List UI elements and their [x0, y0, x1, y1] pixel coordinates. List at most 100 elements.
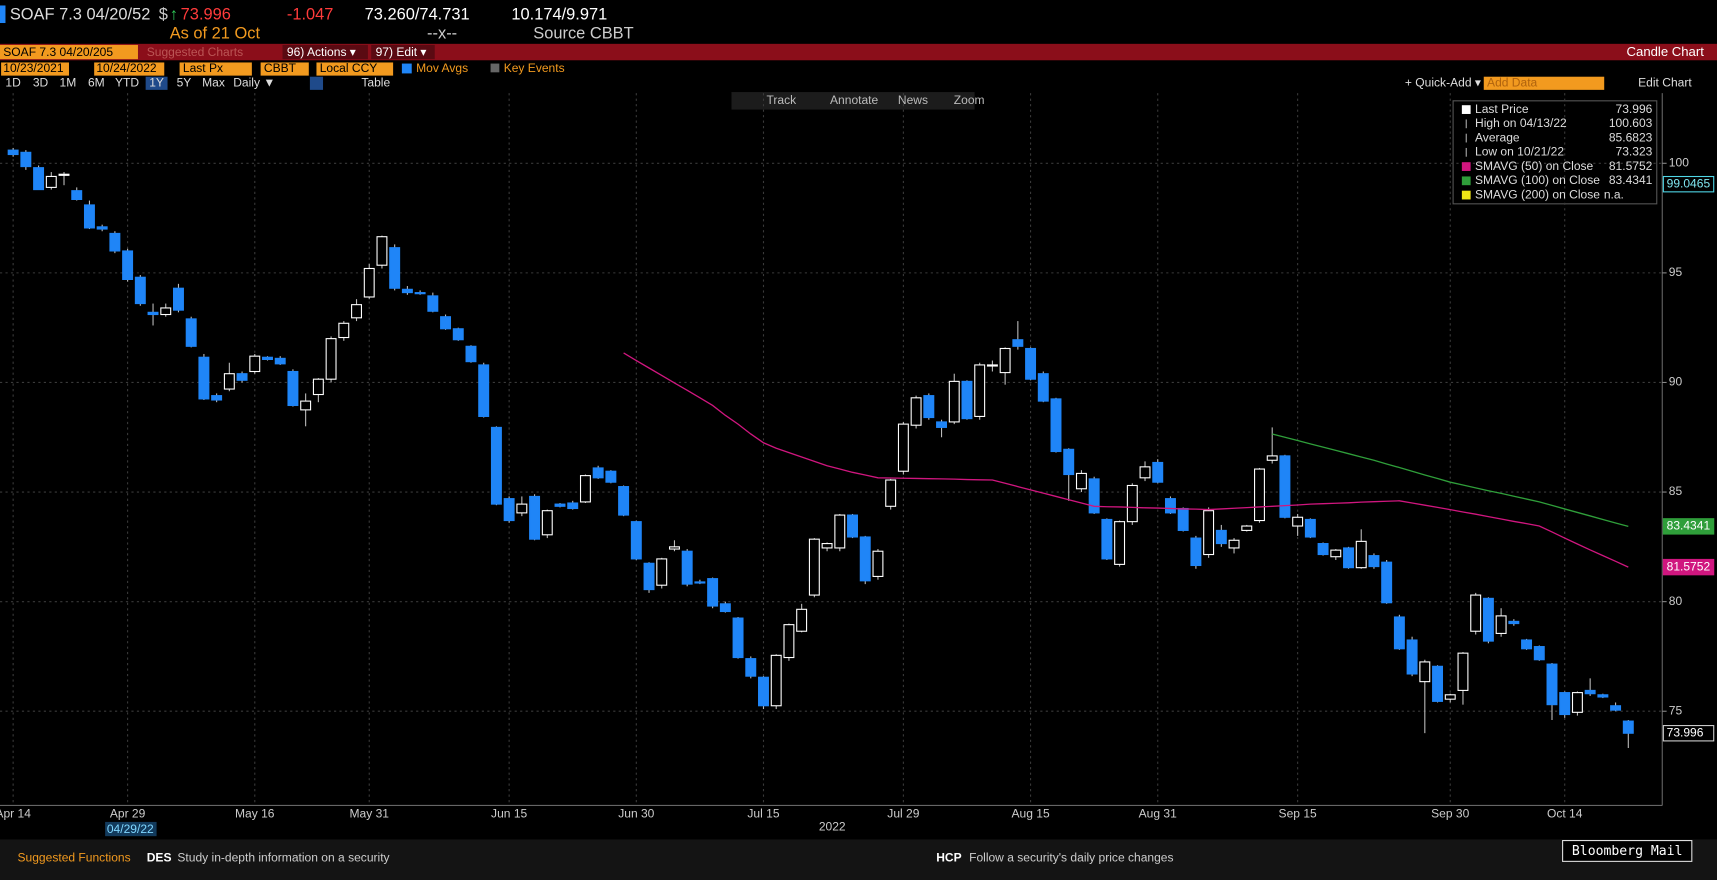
chart-tool[interactable]: Annotate: [830, 93, 879, 107]
field: Last Px: [183, 61, 223, 75]
candle-body: [758, 676, 769, 707]
end-date-input[interactable]: [94, 62, 165, 76]
candle-body: [1075, 472, 1087, 490]
candle-body: [414, 292, 426, 295]
candle-body: [1355, 540, 1367, 569]
x-tick-label: Apr 14: [0, 806, 31, 820]
candle-body: [71, 190, 83, 200]
candle-body: [1432, 665, 1444, 702]
candle-body: [503, 498, 515, 522]
edit-button[interactable]: [371, 44, 435, 60]
table-button[interactable]: Table: [361, 75, 390, 89]
candle-body: [223, 373, 235, 390]
candle-body: [1330, 549, 1342, 558]
legend-label: Low on 10/21/22: [1475, 145, 1564, 159]
candle-body: [1419, 661, 1431, 683]
period-button[interactable]: 1D: [5, 75, 21, 89]
x-tick-label: Jun 30: [618, 806, 654, 820]
x-tick-label: Oct 14: [1547, 806, 1583, 820]
frequency[interactable]: Daily ▼: [233, 75, 275, 89]
candle-body: [376, 236, 388, 266]
mail-button[interactable]: [1562, 839, 1693, 862]
function-code[interactable]: DES: [147, 850, 172, 864]
function-code[interactable]: HCP: [936, 850, 961, 864]
currency-field: Local CCY: [320, 61, 378, 75]
candle-body: [20, 151, 32, 168]
mov-avgs-checkbox[interactable]: [401, 63, 412, 74]
edit-chart[interactable]: Edit Chart: [1638, 75, 1692, 89]
candle-body: [1114, 521, 1126, 565]
candle-body: [1470, 594, 1482, 632]
currency-input[interactable]: [316, 62, 394, 76]
candle-body: [1495, 615, 1507, 634]
actions-button[interactable]: [282, 44, 368, 60]
chart-type: Candle Chart: [1627, 44, 1705, 59]
legend-label: SMAVG (100) on Close: [1475, 173, 1600, 187]
candle-body: [1622, 720, 1634, 734]
field-input[interactable]: [179, 62, 252, 76]
candle-body: [1393, 616, 1405, 650]
chart-tool[interactable]: News: [898, 93, 928, 107]
chart-tool[interactable]: Track: [767, 93, 798, 107]
candle-body: [1343, 547, 1354, 569]
candle-body: [58, 173, 70, 176]
add-data-input[interactable]: [1483, 76, 1605, 90]
x-tick-label: Sep 30: [1431, 806, 1469, 820]
candle-body: [796, 608, 808, 632]
mark: --x--: [427, 24, 457, 42]
start-date-input[interactable]: [1, 62, 69, 76]
candle-body: [236, 373, 248, 381]
x-tick-label: Apr 29: [110, 806, 146, 820]
y-tick-label: 95: [1669, 265, 1683, 279]
legend-label: High on 04/13/22: [1475, 116, 1567, 130]
candle-body: [885, 479, 897, 507]
candle-body: [1584, 689, 1596, 695]
key-events-checkbox[interactable]: [490, 63, 500, 73]
legend-value: 83.4341: [1609, 173, 1653, 187]
period-button[interactable]: 1Y: [149, 75, 164, 89]
footer: [0, 839, 1717, 880]
candle-body: [287, 370, 299, 407]
period-button[interactable]: 1M: [60, 75, 77, 89]
period-button[interactable]: Max: [202, 75, 225, 89]
candle-body: [338, 322, 350, 339]
legend-box: [1452, 100, 1658, 205]
period-button[interactable]: YTD: [115, 75, 139, 89]
legend-label: Last Price: [1475, 102, 1529, 116]
start-date: 10/23/2021: [3, 61, 64, 75]
candle-body: [656, 558, 668, 586]
candle-body: [160, 307, 172, 316]
candle-body: [745, 658, 757, 677]
chart-tool[interactable]: Zoom: [954, 93, 985, 107]
candle-body: [1126, 484, 1138, 523]
candle-body: [986, 364, 998, 367]
candle-body: [351, 304, 362, 319]
candle-body: [147, 311, 159, 316]
source-input[interactable]: [260, 62, 309, 76]
period-button[interactable]: 5Y: [177, 75, 192, 89]
candle-body: [1444, 694, 1456, 700]
candle-body: [592, 467, 604, 479]
chart-style-button[interactable]: [309, 76, 324, 90]
y-tick-label: 100: [1669, 155, 1689, 169]
period-button[interactable]: 3D: [33, 75, 49, 89]
cursor-date: 04/29/22: [107, 822, 154, 836]
cursor-date-box: [105, 821, 157, 837]
candle-body: [1457, 652, 1469, 691]
candle-body: [490, 426, 502, 505]
security: SOAF 7.3 04/20/52: [10, 6, 151, 24]
candle-body: [567, 502, 579, 510]
ticker-input[interactable]: [0, 44, 138, 60]
legend-value: 81.5752: [1609, 159, 1653, 173]
change: -1.047: [287, 6, 334, 24]
suggested-charts[interactable]: Suggested Charts: [147, 45, 243, 59]
candle-body: [389, 247, 401, 289]
quick-add[interactable]: + Quick-Add ▾: [1405, 75, 1481, 89]
candle-body: [910, 397, 922, 426]
legend-label: Average: [1475, 130, 1520, 144]
period-button[interactable]: 6M: [88, 75, 105, 89]
function-text: Follow a security's daily price changes: [969, 850, 1173, 864]
candle-body: [452, 328, 464, 341]
x-tick-label: Aug 15: [1011, 806, 1049, 820]
